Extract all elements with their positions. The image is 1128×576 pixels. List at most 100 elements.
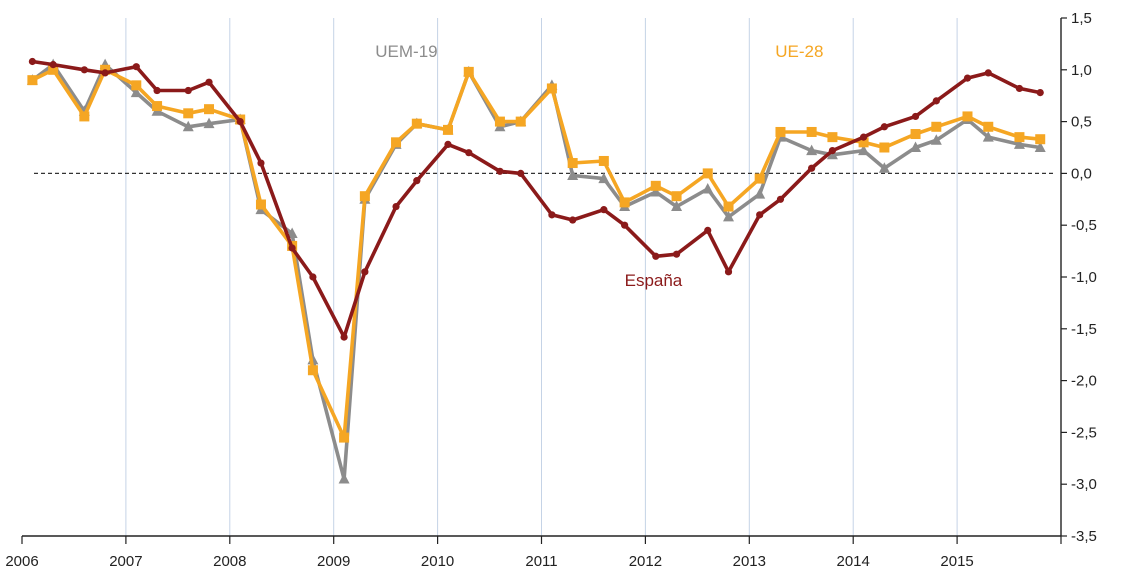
data-point-espana-2 xyxy=(80,66,88,74)
data-point-espana-22 xyxy=(600,206,608,214)
data-point-espana-25 xyxy=(672,250,681,258)
data-point-ue-28-34 xyxy=(910,129,921,140)
data-point-espana-3 xyxy=(101,69,109,77)
data-point-uem-19-34 xyxy=(910,141,922,152)
data-point-espana-30 xyxy=(808,164,816,172)
data-point-espana-37 xyxy=(984,69,992,77)
data-point-ue-28-31 xyxy=(827,132,838,143)
data-point-uem-19-33 xyxy=(878,162,890,173)
data-point-uem-19-22 xyxy=(598,172,610,184)
data-point-espana-36 xyxy=(963,74,972,82)
data-point-ue-28-22 xyxy=(598,155,609,166)
data-point-ue-28-27 xyxy=(723,201,734,212)
data-point-ue-28-6 xyxy=(183,108,194,119)
data-point-espana-18 xyxy=(496,167,504,175)
data-point-espana-27 xyxy=(724,268,733,276)
data-point-ue-28-20 xyxy=(546,83,557,94)
data-point-uem-19-24 xyxy=(650,186,662,197)
data-point-ue-28-33 xyxy=(879,142,890,153)
axes: 2006 2007 2008 2009 2010 2011 2012 2013 2014 2015… xyxy=(5,10,1097,570)
data-point-espana-9 xyxy=(257,159,265,167)
data-point-espana-21 xyxy=(569,216,577,224)
data-point-ue-28-21 xyxy=(567,158,578,169)
data-point-ue-28-39 xyxy=(1035,134,1046,145)
data-point-espana-32 xyxy=(859,133,868,141)
data-point-espana-24 xyxy=(652,252,660,260)
series-label-uem-19: UEM-19 xyxy=(375,42,437,61)
data-point-uem-19-28 xyxy=(754,188,766,199)
data-point-espana-11 xyxy=(309,273,317,281)
data-point-espana-5 xyxy=(153,86,161,95)
data-point-espana-38 xyxy=(1015,84,1024,93)
y-tick-label-5: -1,0 xyxy=(1071,269,1097,286)
x-tick-label-2012: 2012 xyxy=(629,553,662,570)
data-point-ue-28-15 xyxy=(411,118,422,129)
x-tick-label-2010: 2010 xyxy=(421,553,454,570)
data-point-uem-19-30 xyxy=(806,144,818,156)
data-point-ue-28-38 xyxy=(1014,132,1025,143)
data-point-ue-28-2 xyxy=(79,111,90,122)
series-lines xyxy=(26,57,1046,484)
data-point-ue-28-37 xyxy=(983,121,994,132)
data-point-ue-28-17 xyxy=(463,66,474,77)
x-tick-label-2008: 2008 xyxy=(213,553,246,570)
y-tick-label-4: -0,5 xyxy=(1071,217,1097,234)
data-point-espana-16 xyxy=(444,140,452,148)
data-point-espana-12 xyxy=(340,333,348,341)
data-point-ue-28-32 xyxy=(858,137,869,148)
data-point-ue-28-30 xyxy=(806,126,817,137)
gridlines xyxy=(34,18,1056,536)
data-point-espana-26 xyxy=(704,226,712,234)
data-point-ue-28-26 xyxy=(702,168,713,179)
data-point-ue-28-0 xyxy=(27,75,38,86)
data-point-uem-19-7 xyxy=(203,117,215,129)
data-point-ue-28-23 xyxy=(619,197,630,208)
x-tick-label-2014: 2014 xyxy=(837,553,870,570)
data-point-uem-19-26 xyxy=(702,182,714,194)
data-point-ue-28-13 xyxy=(359,191,370,202)
y-tick-label-2: 0,5 xyxy=(1071,114,1092,131)
data-point-uem-19-39 xyxy=(1034,141,1046,152)
y-tick-label-8: -2,5 xyxy=(1071,424,1097,441)
data-point-espana-23 xyxy=(621,221,629,229)
data-point-espana-7 xyxy=(205,78,213,86)
data-point-ue-28-28 xyxy=(754,173,765,184)
data-point-espana-6 xyxy=(184,86,192,95)
data-point-espana-39 xyxy=(1036,88,1044,97)
x-tick-label-2009: 2009 xyxy=(317,553,350,570)
data-point-espana-33 xyxy=(880,123,888,131)
data-point-espana-0 xyxy=(28,57,36,66)
data-point-uem-19-25 xyxy=(671,200,683,212)
data-point-ue-28-19 xyxy=(515,116,526,127)
y-tick-label-6: -1,5 xyxy=(1071,321,1097,338)
data-point-ue-28-16 xyxy=(442,124,453,135)
data-point-uem-19-4 xyxy=(130,86,142,98)
series-line-ue-28 xyxy=(30,68,1042,440)
data-point-ue-28-36 xyxy=(962,111,973,122)
data-point-uem-19-35 xyxy=(930,134,942,145)
data-point-uem-19-27 xyxy=(723,210,735,222)
data-point-ue-28-35 xyxy=(931,121,942,132)
data-point-espana-15 xyxy=(413,177,421,185)
data-point-uem-19-12 xyxy=(338,473,350,484)
data-point-espana-35 xyxy=(932,97,940,105)
y-tick-label-7: -2,0 xyxy=(1071,373,1097,390)
data-point-ue-28-18 xyxy=(494,116,505,127)
data-point-ue-28-12 xyxy=(339,432,350,443)
data-point-uem-19-6 xyxy=(182,120,194,132)
data-point-espana-19 xyxy=(517,169,525,177)
data-point-espana-34 xyxy=(911,112,920,121)
data-point-espana-8 xyxy=(236,118,244,126)
data-point-espana-17 xyxy=(465,149,473,157)
data-point-ue-28-7 xyxy=(204,104,215,115)
data-point-uem-19-38 xyxy=(1013,138,1025,149)
data-point-ue-28-1 xyxy=(48,64,59,75)
data-point-ue-28-14 xyxy=(391,137,402,148)
y-tick-label-9: -3,0 xyxy=(1071,476,1097,493)
data-point-ue-28-25 xyxy=(671,191,682,202)
data-point-ue-28-4 xyxy=(131,80,142,91)
data-point-espana-31 xyxy=(828,147,837,155)
data-point-uem-19-32 xyxy=(858,144,870,156)
x-tick-label-2007: 2007 xyxy=(109,553,142,570)
